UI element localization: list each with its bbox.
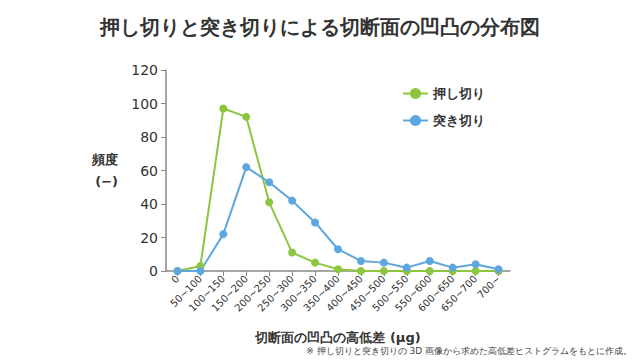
svg-text:50~100: 50~100 (168, 273, 205, 310)
svg-text:550~600: 550~600 (393, 273, 434, 314)
svg-text:100: 100 (131, 96, 158, 112)
svg-text:押し切りと突き切りによる切断面の凹凸の分布図: 押し切りと突き切りによる切断面の凹凸の分布図 (99, 15, 540, 39)
svg-text:※ 押し切りと突き切りの 3D 画像から求めた高低差ヒストグ: ※ 押し切りと突き切りの 3D 画像から求めた高低差ヒストグラムをもとに作成。 (306, 346, 632, 356)
svg-text:100~150: 100~150 (186, 273, 228, 314)
svg-text:頻度: 頻度 (91, 152, 118, 167)
svg-text:250~300: 250~300 (255, 273, 296, 314)
svg-text:押し切り: 押し切り (432, 86, 485, 101)
svg-text:700~: 700~ (475, 273, 502, 300)
svg-text:80: 80 (140, 129, 158, 145)
svg-text:0: 0 (169, 273, 181, 285)
svg-text:150~200: 150~200 (209, 273, 251, 314)
svg-text:120: 120 (131, 62, 158, 78)
svg-text:0: 0 (149, 263, 158, 279)
svg-text:650~700: 650~700 (439, 273, 480, 314)
svg-text:500~550: 500~550 (370, 273, 411, 314)
svg-text:450~500: 450~500 (347, 273, 388, 314)
svg-text:切断面の凹凸の高低差 (μg): 切断面の凹凸の高低差 (μg) (254, 330, 420, 345)
svg-text:600~650: 600~650 (415, 273, 457, 314)
svg-text:200~250: 200~250 (232, 273, 274, 314)
svg-text:突き切り: 突き切り (432, 113, 485, 128)
svg-text:300~350: 300~350 (278, 273, 319, 314)
svg-text:350~400: 350~400 (301, 273, 342, 314)
svg-text:20: 20 (140, 230, 158, 246)
svg-text:400~450: 400~450 (324, 273, 365, 314)
svg-text:60: 60 (140, 163, 158, 179)
svg-text:40: 40 (140, 196, 158, 212)
svg-text:(−): (−) (95, 174, 118, 189)
